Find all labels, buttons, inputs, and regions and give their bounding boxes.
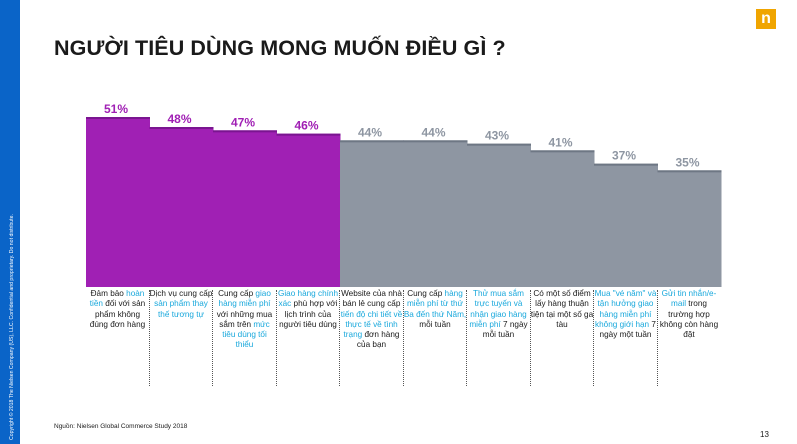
page-title: NGƯỜI TIÊU DÙNG MONG MUỐN ĐIỀU GÌ ? <box>54 36 506 60</box>
category-separator <box>402 290 404 386</box>
bar-10 <box>657 170 722 287</box>
bar-value-label: 48% <box>167 112 191 126</box>
bar-top-edge-8 <box>530 150 595 153</box>
category-label: Thử mua sắm trực tuyến và nhận giao hàng… <box>467 289 530 340</box>
category-separator <box>593 290 594 386</box>
bar-top-edge-4 <box>276 133 341 136</box>
category-label: Mua "vé năm" và tận hưởng giao hàng miễn… <box>594 289 657 340</box>
bar-4 <box>276 133 341 287</box>
highlighted-text: giao hàng miễn phí <box>218 289 271 309</box>
label-text: 7 ngày một tuần <box>599 319 656 340</box>
nielsen-logo: n <box>756 9 776 29</box>
highlighted-text: Thử mua sắm trực tuyến và nhận giao hàng… <box>469 289 527 329</box>
category-separator <box>148 290 150 386</box>
label-text: Dịch vụ cung cấp <box>149 289 213 298</box>
bar-7 <box>467 143 531 287</box>
highlighted-text: Giao hàng chính xác <box>277 289 339 309</box>
label-text: Cung cấp <box>407 289 445 298</box>
bar-top-edge-1 <box>86 117 150 119</box>
highlighted-text: Mua "vé năm" và tận hưởng giao hàng miễn… <box>594 289 657 329</box>
bar-8 <box>530 150 595 287</box>
category-separator <box>656 290 658 386</box>
bar-value-label: 44% <box>421 125 445 139</box>
bar-top-edge-5 <box>340 140 404 143</box>
label-text: phù hợp với lịch trình của người tiêu dù… <box>279 299 338 329</box>
category-label: Website của nhà bán lẻ cung cấp tiến độ … <box>340 289 403 351</box>
bar-3 <box>213 130 277 287</box>
label-text: Website của nhà bán lẻ cung cấp <box>341 289 402 309</box>
category-separator <box>212 290 213 386</box>
bar-1 <box>86 117 150 287</box>
category-label: Gửi tin nhắn/e-mail trong trường hợp khô… <box>658 289 721 340</box>
bar-top-edge-9 <box>594 163 658 166</box>
bar-value-label: 46% <box>294 119 318 133</box>
bar-value-label: 44% <box>358 125 382 139</box>
bar-top-edge-10 <box>657 170 722 173</box>
label-text: 7 ngày mỗi tuần <box>482 319 528 340</box>
bar-value-label: 37% <box>612 149 636 163</box>
category-separator <box>339 290 340 386</box>
label-text: Có một số điểm lấy hàng thuận tiện tại m… <box>530 289 594 329</box>
highlighted-text: tiến độ chi tiết về thực tế về tình trạn… <box>340 309 403 340</box>
category-label: Giao hàng chính xác phù hợp với lịch trì… <box>277 289 340 330</box>
bar-value-label: 35% <box>675 155 699 169</box>
category-label: Cung cấp giao hàng miễn phí với những mu… <box>213 289 276 351</box>
label-text: Cung cấp <box>218 289 256 298</box>
bar-value-label: 43% <box>485 129 509 143</box>
category-separator <box>275 290 277 386</box>
page-number: 13 <box>760 430 769 439</box>
bar-value-label: 47% <box>231 115 255 129</box>
bar-value-label: 51% <box>104 102 128 116</box>
category-label: Đảm bảo hoàn tiền đối với sản phẩm không… <box>86 289 149 330</box>
bar-top-edge-3 <box>213 130 277 133</box>
bar-9 <box>594 163 658 287</box>
label-text: đơn hàng của bạn <box>356 330 400 350</box>
bar-2 <box>149 127 214 287</box>
bar-top-edge-7 <box>467 143 531 146</box>
bar-top-edge-2 <box>149 127 214 129</box>
highlighted-text: hoàn tiền <box>89 289 145 309</box>
label-text: Đảm bảo <box>90 289 127 298</box>
category-separator <box>529 290 531 386</box>
bar-top-edge-6 <box>403 140 468 143</box>
category-label: Dịch vụ cung cấp sản phẩm thay thế tương… <box>150 289 213 320</box>
label-text: đối với sản phẩm không đúng đơn hàng <box>89 299 146 329</box>
highlighted-text: hàng miễn phí từ thứ Ba đến thứ Năm, <box>403 289 467 319</box>
label-text: với những mua sắm trên <box>216 309 273 329</box>
category-separator <box>466 290 467 386</box>
source-note: Nguồn: Nielsen Global Commerce Study 201… <box>54 423 188 430</box>
highlighted-text: sản phẩm thay thế tương tự <box>154 299 208 319</box>
highlighted-text: mức tiêu dùng tối thiểu <box>222 319 270 350</box>
sidebar-strip: Copyright © 2018 The Nielsen Company (US… <box>0 0 20 444</box>
bar-value-label: 41% <box>548 135 572 149</box>
category-label: Cung cấp hàng miễn phí từ thứ Ba đến thứ… <box>404 289 467 330</box>
highlighted-text: Gửi tin nhắn/e-mail <box>661 289 717 309</box>
bar-6 <box>403 140 468 287</box>
label-text: trong trường hợp không còn hàng đặt <box>659 299 719 340</box>
label-text: mỗi tuần <box>419 319 451 329</box>
category-label: Có một số điểm lấy hàng thuận tiện tại m… <box>531 289 594 330</box>
bar-5 <box>340 140 404 287</box>
